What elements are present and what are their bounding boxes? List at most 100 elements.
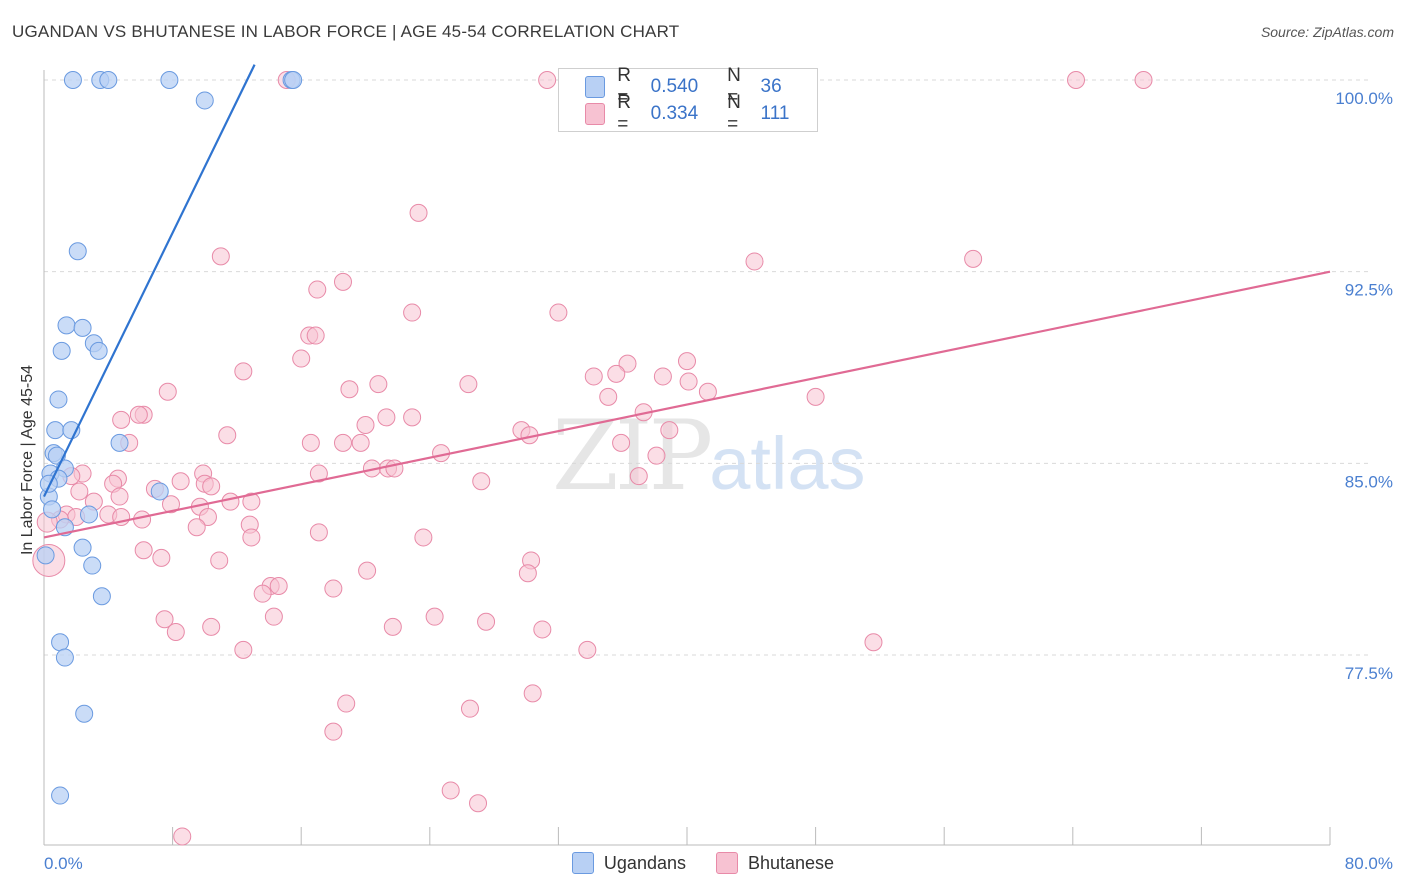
bhutanese-point [264,607,283,626]
bhutanese-point [333,272,352,291]
bhutanese-point [187,518,206,537]
bhutanese-point [133,510,152,529]
bhutanese-point [234,362,253,381]
y-tick-label: 85.0% [1345,472,1393,491]
legend-r-label: R = [617,65,631,108]
bhutanese-point [477,612,496,631]
ugandan-point [99,71,118,89]
bhutanese-point [618,354,637,373]
legend-n-value: 111 [760,103,790,124]
ugandan-point [160,71,179,89]
bhutanese-point [607,364,626,383]
legend-swatch-ugandans [571,852,594,874]
bhutanese-point [173,827,192,846]
trend-lines [43,64,1331,539]
bhutanese-point [678,352,696,371]
ugandan-point [43,500,62,519]
ugandan-point [150,482,169,501]
bhutanese-point [221,492,240,511]
ugandan-point [83,556,102,575]
bhutanese-point [324,579,343,598]
bhutanese-point [202,477,221,496]
bhutanese-point [134,541,153,560]
bhutanese-point [309,523,328,542]
bhutanese-point [1067,71,1086,89]
bhutanese-point [460,699,479,718]
legend-item-ugandans[interactable]: Ugandans [571,852,686,874]
bhutanese-point [234,640,253,659]
bhutanese-point [864,633,883,652]
bhutanese-point [337,694,356,713]
bhutanese-point [538,71,557,89]
bhutanese-point [414,528,433,547]
bhutanese-point [518,564,537,583]
legend-n-value: 36 [760,76,782,97]
ugandan-point [52,341,71,360]
ugandan-point [73,538,92,557]
bhutanese-point [403,408,422,427]
bhutanese-point [158,382,177,401]
legend-label-ugandans: Ugandans [603,852,686,873]
ugandan-point [75,704,94,723]
bhutanese-point [161,495,180,514]
ugandans-trend-line [43,64,256,498]
ugandan-point [39,474,58,493]
bhutanese-point [70,482,89,501]
legend-swatch-bhutanese [585,103,606,125]
bhutanese-point [308,280,327,299]
bhutanese-point [653,367,672,386]
bhutanese-point [242,528,261,547]
bhutanese-point [578,640,597,659]
bhutanese-point [369,375,388,394]
bhutanese-point [324,722,343,741]
bhutanese-point [292,349,311,368]
chart-title: UGANDAN VS BHUTANESE IN LABOR FORCE | AG… [12,22,680,41]
bhutanese-point [306,326,325,345]
legend-swatch-bhutanese [716,852,738,874]
bhutanese-point [211,247,230,266]
bhutanese-point [1134,71,1153,89]
bhutanese-point [112,410,131,429]
bhutanese-point [964,249,983,268]
bhutanese-point [356,416,375,434]
ugandan-point [36,546,55,565]
axes [43,70,1331,846]
ugandan-point [92,587,111,606]
ugandan-point [57,316,76,335]
bhutanese-point [253,584,272,603]
bhutanese-point [403,303,422,322]
bhutanese-trend-line [43,270,1331,539]
bhutanese-point [698,382,717,401]
series-bhutanese [32,71,1153,846]
ugandan-point [63,71,82,89]
bhutanese-point [647,446,666,465]
bhutanese-point [333,433,352,452]
series-legend: Ugandans Bhutanese [0,852,1406,874]
bhutanese-point [198,508,217,526]
bhutanese-point [584,367,603,386]
bhutanese-point [459,375,478,394]
bhutanese-point [523,684,542,703]
bhutanese-point [155,610,174,629]
bhutanese-point [301,433,320,452]
bhutanese-point [679,372,698,391]
ugandan-point [80,505,99,524]
bhutanese-point [425,607,444,626]
ugandan-point [195,91,214,110]
ugandan-point [68,242,87,261]
legend-item-bhutanese[interactable]: Bhutanese [716,852,834,874]
ugandan-point [51,633,70,652]
ugandan-point [284,71,303,89]
bhutanese-point [218,426,237,445]
legend-row-bhutanese: R = 0.334 N = 111 [585,92,817,135]
bhutanese-point [612,433,631,452]
bhutanese-point [377,408,396,427]
legend-swatch-ugandans [585,76,606,98]
bhutanese-point [202,617,221,636]
tick-labels: 77.5% 85.0% 92.5% 100.0% 0.0% 80.0% [44,89,1393,873]
bhutanese-point [409,203,428,222]
bhutanese-point [385,459,404,478]
bhutanese-point [242,492,261,511]
ugandan-point [49,390,68,409]
